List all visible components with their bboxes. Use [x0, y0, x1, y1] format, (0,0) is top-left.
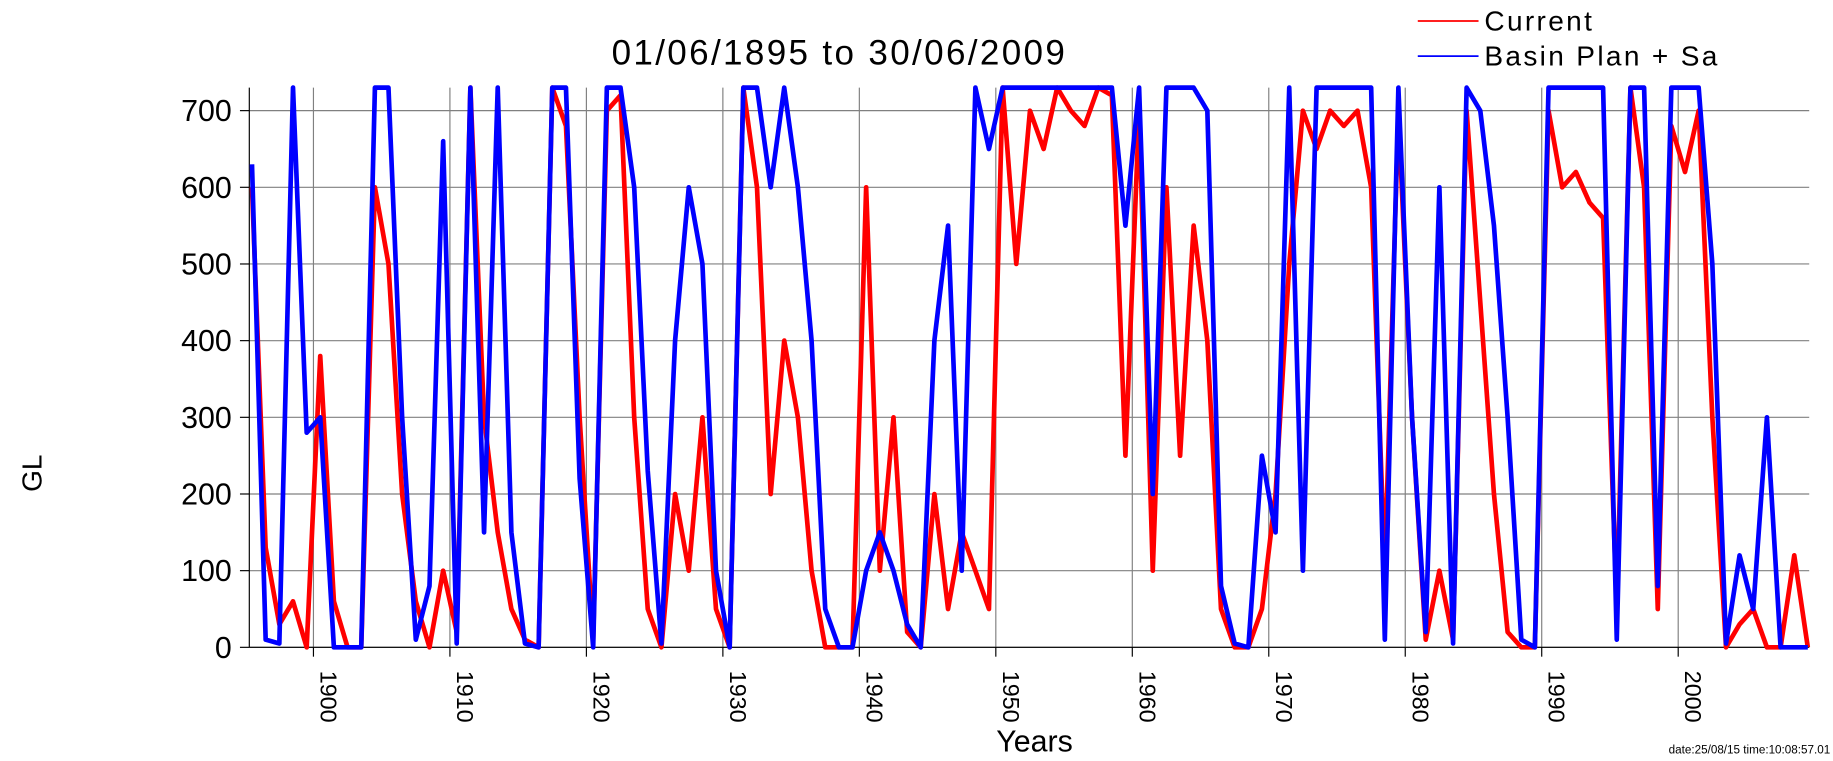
series-line	[249, 85, 1808, 650]
footer: date:25/08/15 time:10:08:57.01	[1669, 744, 1831, 756]
legend-label: Current	[1484, 5, 1594, 36]
series-line	[249, 85, 1811, 650]
y-tick-label: 100	[181, 554, 232, 588]
y-tick-label: 600	[181, 171, 232, 205]
x-tick-label: 1970	[1271, 671, 1297, 723]
x-tick-label: 1990	[1544, 671, 1570, 723]
x-tick-label: 1980	[1407, 671, 1433, 723]
x-tick-label: 1940	[861, 671, 887, 723]
y-tick-label: 400	[181, 324, 232, 358]
legend-label: Basin Plan + Sa	[1484, 40, 1719, 71]
x-axis-label: Years	[996, 724, 1073, 756]
x-tick-label: 1960	[1134, 671, 1160, 723]
x-tick-label: 1900	[315, 671, 341, 723]
y-tick-label: 700	[181, 94, 232, 128]
x-tick-label: 1930	[725, 671, 751, 723]
x-tick-label: 2000	[1680, 671, 1706, 723]
y-tick-label: 200	[181, 478, 232, 512]
x-tick-label: 1920	[588, 671, 614, 723]
y-axis-label: GL	[16, 455, 47, 492]
x-tick-label: 1950	[998, 671, 1024, 723]
y-tick-label: 500	[181, 247, 232, 281]
x-tick-label: 1910	[452, 671, 478, 723]
y-tick-label: 300	[181, 401, 232, 435]
y-tick-label: 0	[215, 631, 232, 665]
chart-title: 01/06/1895 to 30/06/2009	[612, 33, 1068, 72]
